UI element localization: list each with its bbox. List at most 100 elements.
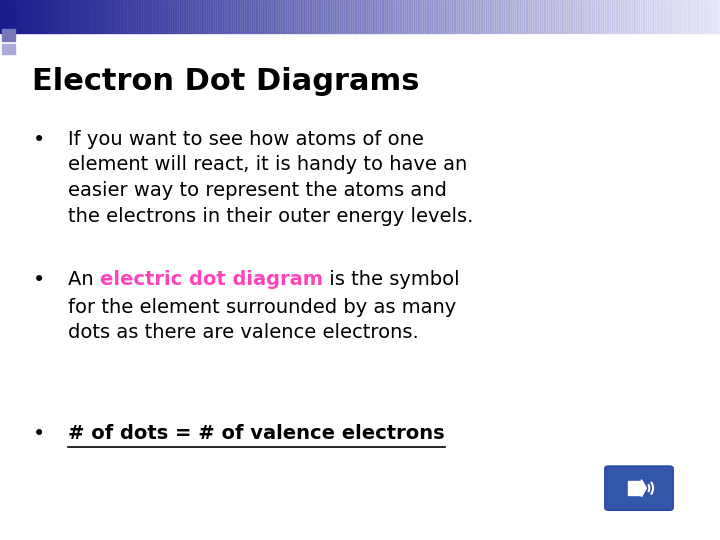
Bar — [436, 0, 437, 33]
Bar — [140, 0, 143, 33]
Bar — [203, 0, 205, 33]
Text: An: An — [68, 270, 100, 289]
Bar — [301, 0, 302, 33]
Bar — [540, 0, 541, 33]
Bar — [498, 0, 500, 33]
Bar — [361, 0, 364, 33]
Bar — [25, 0, 27, 33]
Text: Electron Dot Diagrams: Electron Dot Diagrams — [32, 68, 420, 97]
Bar — [680, 0, 682, 33]
Bar — [397, 0, 400, 33]
Bar — [13, 0, 14, 33]
Bar — [153, 0, 155, 33]
Bar — [356, 0, 359, 33]
Bar — [497, 0, 498, 33]
Bar — [333, 0, 335, 33]
Bar — [346, 0, 347, 33]
Bar — [421, 0, 423, 33]
Bar — [295, 0, 297, 33]
Bar — [158, 0, 161, 33]
Bar — [275, 0, 277, 33]
Bar — [32, 0, 35, 33]
Bar — [628, 481, 642, 495]
Bar — [49, 0, 50, 33]
Bar — [518, 0, 520, 33]
Bar — [521, 0, 522, 33]
Bar — [567, 0, 569, 33]
Bar — [109, 0, 112, 33]
Bar — [9, 0, 11, 33]
Bar — [270, 0, 272, 33]
Bar — [71, 0, 72, 33]
Bar — [137, 0, 139, 33]
Bar — [338, 0, 340, 33]
Bar — [374, 0, 376, 33]
Bar — [16, 0, 18, 33]
Bar — [549, 0, 551, 33]
Bar — [390, 0, 392, 33]
Bar — [704, 0, 706, 33]
Bar — [635, 0, 637, 33]
Bar — [198, 0, 200, 33]
Bar — [302, 0, 304, 33]
Bar — [61, 0, 63, 33]
Bar — [454, 0, 455, 33]
Bar — [666, 0, 668, 33]
Bar — [522, 0, 523, 33]
Bar — [493, 0, 495, 33]
Bar — [562, 0, 563, 33]
Bar — [643, 0, 644, 33]
Bar — [102, 0, 104, 33]
Bar — [359, 0, 360, 33]
Bar — [554, 0, 556, 33]
Bar — [560, 0, 562, 33]
Bar — [508, 0, 509, 33]
Bar — [2, 44, 15, 54]
Bar — [668, 0, 670, 33]
Bar — [54, 0, 56, 33]
Bar — [503, 0, 504, 33]
Bar — [160, 0, 162, 33]
Bar — [279, 0, 281, 33]
Bar — [608, 0, 610, 33]
Bar — [457, 0, 459, 33]
Bar — [29, 0, 30, 33]
Bar — [531, 0, 533, 33]
Bar — [452, 0, 454, 33]
Bar — [155, 0, 157, 33]
FancyBboxPatch shape — [605, 466, 673, 510]
Bar — [202, 0, 204, 33]
Bar — [412, 0, 414, 33]
Bar — [27, 0, 29, 33]
Bar — [186, 0, 187, 33]
Bar — [475, 0, 477, 33]
Bar — [623, 0, 624, 33]
Bar — [644, 0, 647, 33]
Bar — [212, 0, 215, 33]
Bar — [251, 0, 252, 33]
Bar — [145, 0, 148, 33]
Bar — [577, 0, 580, 33]
Bar — [241, 0, 243, 33]
Bar — [252, 0, 253, 33]
Bar — [245, 0, 246, 33]
Bar — [133, 0, 135, 33]
Bar — [450, 0, 452, 33]
Bar — [20, 0, 22, 33]
Bar — [306, 0, 308, 33]
Bar — [355, 0, 356, 33]
Bar — [583, 0, 585, 33]
Bar — [425, 0, 426, 33]
Bar — [287, 0, 288, 33]
Bar — [685, 0, 688, 33]
Bar — [606, 0, 608, 33]
Bar — [193, 0, 194, 33]
Bar — [414, 0, 415, 33]
Bar — [571, 0, 572, 33]
Bar — [697, 0, 698, 33]
Bar — [428, 0, 430, 33]
Bar — [194, 0, 196, 33]
Bar — [2, 29, 15, 40]
Bar — [313, 0, 315, 33]
Bar — [330, 0, 331, 33]
